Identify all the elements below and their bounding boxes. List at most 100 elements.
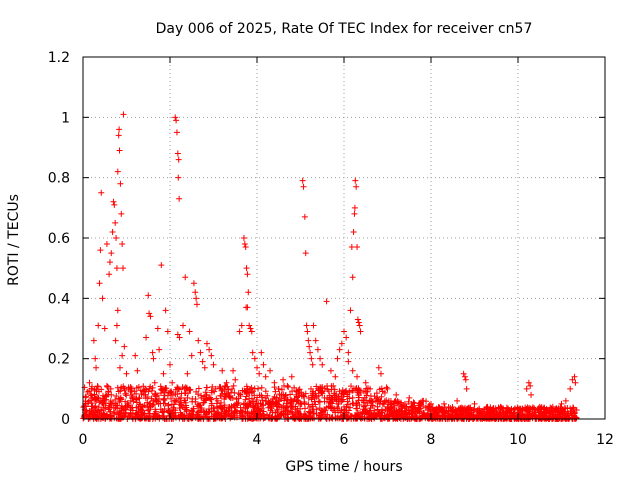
noise-point bbox=[288, 408, 295, 415]
noise-point bbox=[135, 403, 142, 410]
noise-point bbox=[116, 410, 123, 417]
noise-point bbox=[307, 409, 314, 416]
y-tick-label: 0.6 bbox=[48, 231, 70, 247]
noise-point bbox=[294, 405, 301, 412]
noise-point bbox=[336, 397, 343, 404]
roti-point bbox=[238, 322, 245, 329]
roti-point bbox=[164, 328, 171, 335]
noise-point bbox=[161, 412, 167, 419]
noise-point bbox=[390, 412, 397, 419]
roti-point bbox=[243, 265, 250, 272]
noise-point bbox=[198, 394, 205, 401]
noise-point bbox=[211, 411, 218, 418]
noise-point bbox=[503, 409, 510, 416]
roti-point bbox=[162, 307, 169, 314]
noise-point bbox=[336, 388, 343, 395]
noise-point bbox=[449, 407, 456, 414]
roti-point bbox=[251, 355, 258, 362]
roti-point bbox=[186, 328, 193, 335]
noise-point bbox=[296, 386, 303, 393]
roti-point bbox=[147, 313, 154, 320]
roti-point bbox=[230, 367, 237, 374]
roti-point bbox=[309, 361, 316, 368]
noise-point bbox=[134, 411, 141, 418]
roti-point bbox=[249, 349, 256, 356]
noise-point bbox=[302, 405, 309, 412]
roti-point bbox=[176, 195, 183, 202]
noise-point bbox=[175, 385, 182, 392]
roti-point bbox=[206, 346, 213, 353]
noise-point bbox=[421, 409, 428, 416]
x-tick-label: 12 bbox=[596, 432, 614, 448]
chart-title: Day 006 of 2025, Rate Of TEC Index for r… bbox=[156, 21, 533, 37]
roti-point bbox=[188, 352, 195, 359]
roti-point bbox=[362, 379, 369, 386]
roti-point bbox=[334, 355, 341, 362]
noise-point bbox=[567, 409, 574, 416]
noise-point bbox=[355, 385, 362, 392]
roti-point bbox=[175, 174, 182, 181]
noise-point bbox=[555, 405, 562, 412]
noise-point bbox=[219, 415, 226, 422]
noise-point bbox=[460, 406, 467, 413]
roti-point bbox=[314, 346, 321, 353]
noise-point bbox=[172, 391, 179, 398]
noise-point bbox=[93, 386, 100, 393]
dense-noise-band bbox=[80, 382, 580, 422]
roti-point bbox=[244, 271, 251, 278]
noise-point bbox=[378, 393, 385, 400]
roti-point bbox=[351, 210, 358, 217]
noise-point bbox=[523, 406, 530, 413]
noise-point bbox=[396, 407, 403, 414]
noise-point bbox=[223, 390, 230, 397]
roti-point bbox=[471, 400, 478, 407]
roti-point bbox=[460, 370, 467, 377]
roti-point bbox=[177, 394, 184, 401]
roti-point bbox=[246, 322, 253, 329]
noise-point bbox=[567, 405, 574, 412]
roti-point bbox=[146, 310, 153, 317]
noise-point bbox=[441, 413, 448, 420]
noise-point bbox=[305, 395, 312, 402]
noise-point bbox=[220, 404, 227, 411]
noise-point bbox=[262, 388, 269, 395]
noise-point bbox=[378, 409, 385, 416]
noise-point bbox=[229, 385, 236, 392]
roti-point bbox=[86, 379, 93, 386]
noise-point bbox=[287, 391, 294, 398]
roti-point bbox=[299, 177, 306, 184]
noise-point bbox=[548, 408, 555, 415]
roti-point bbox=[193, 295, 200, 302]
x-tick-label: 10 bbox=[509, 432, 527, 448]
noise-point bbox=[454, 407, 461, 414]
noise-point bbox=[312, 401, 319, 408]
noise-point bbox=[238, 408, 245, 415]
roti-point bbox=[360, 397, 367, 404]
noise-point bbox=[90, 408, 97, 415]
noise-point bbox=[200, 399, 207, 406]
x-tick-label: 6 bbox=[340, 432, 349, 448]
noise-point bbox=[153, 392, 160, 399]
roti-point bbox=[114, 307, 121, 314]
noise-point bbox=[228, 408, 235, 415]
roti-point bbox=[497, 403, 504, 410]
noise-point bbox=[273, 400, 280, 407]
noise-point bbox=[482, 412, 489, 419]
noise-point bbox=[124, 402, 131, 409]
noise-point bbox=[145, 406, 152, 413]
noise-point bbox=[370, 410, 377, 417]
roti-point bbox=[116, 364, 123, 371]
noise-point bbox=[406, 410, 413, 417]
noise-point bbox=[379, 400, 386, 407]
noise-point bbox=[381, 412, 388, 419]
noise-point bbox=[120, 383, 127, 390]
roti-point bbox=[321, 394, 328, 401]
roti-point bbox=[223, 379, 230, 386]
noise-point bbox=[355, 394, 362, 401]
noise-point bbox=[230, 382, 237, 389]
noise-point bbox=[487, 410, 494, 417]
roti-point bbox=[156, 346, 163, 353]
x-tick-label: 0 bbox=[79, 432, 88, 448]
roti-point bbox=[384, 403, 391, 410]
noise-point bbox=[343, 410, 350, 417]
